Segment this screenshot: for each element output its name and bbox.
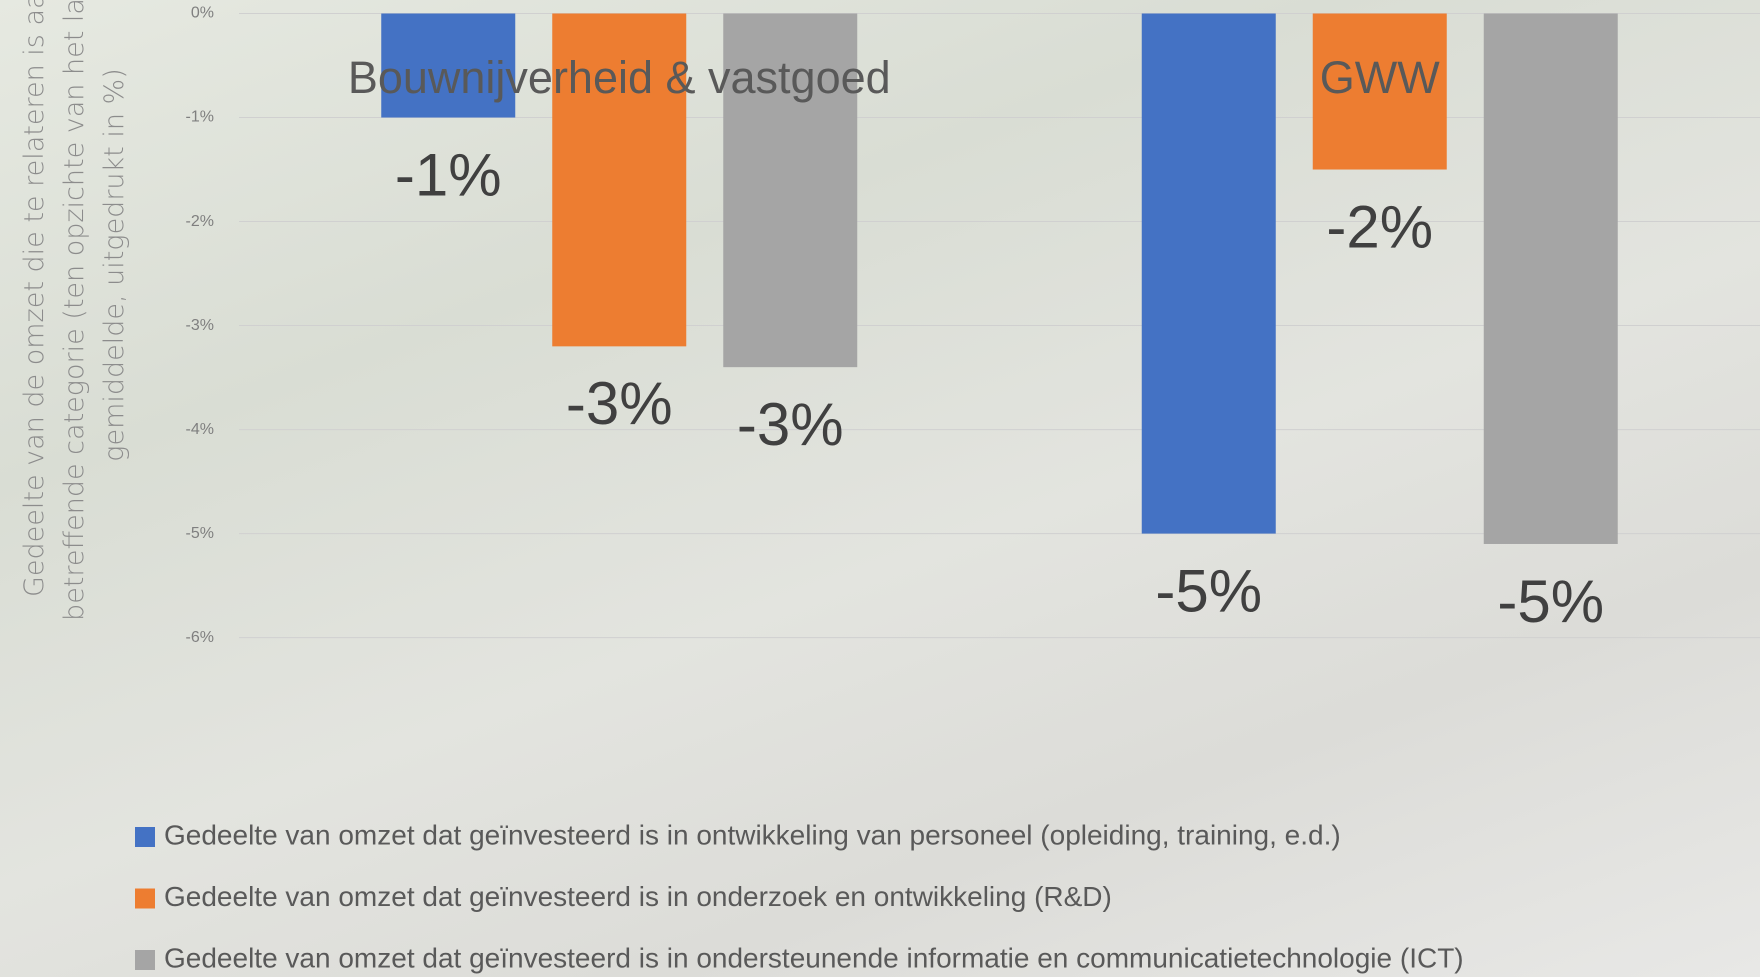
y-tick-label: 0% [191, 5, 214, 22]
value-label: -5% [1497, 568, 1604, 635]
y-tick-label: -4% [186, 421, 214, 438]
bar [1312, 13, 1447, 170]
value-label: -5% [1155, 557, 1262, 624]
category-label: Bouwnijverheid & vastgoed [348, 52, 891, 103]
bar [1141, 13, 1276, 534]
category-label: GWW [1320, 52, 1440, 103]
y-tick-label: -6% [186, 629, 214, 646]
y-tick-label: -2% [186, 213, 214, 230]
bar [552, 13, 687, 347]
legend-label: Gedeelte van omzet dat geïnvesteerd is i… [164, 942, 1464, 973]
legend-swatch [135, 950, 155, 970]
y-tick-label: -5% [186, 525, 214, 542]
legend-label: Gedeelte van omzet dat geïnvesteerd is i… [164, 819, 1341, 850]
value-label: -3% [566, 370, 673, 437]
value-label: -2% [1326, 193, 1433, 260]
legend-label: Gedeelte van omzet dat geïnvesteerd is i… [164, 881, 1112, 912]
y-tick-label: -1% [186, 109, 214, 126]
y-tick-label: -3% [186, 317, 214, 334]
legend-swatch [135, 827, 155, 847]
value-label: -1% [395, 141, 502, 208]
legend-swatch [135, 888, 155, 909]
bar [381, 13, 516, 118]
bar [723, 13, 858, 368]
bar [1483, 13, 1618, 544]
value-label: -3% [737, 391, 844, 458]
